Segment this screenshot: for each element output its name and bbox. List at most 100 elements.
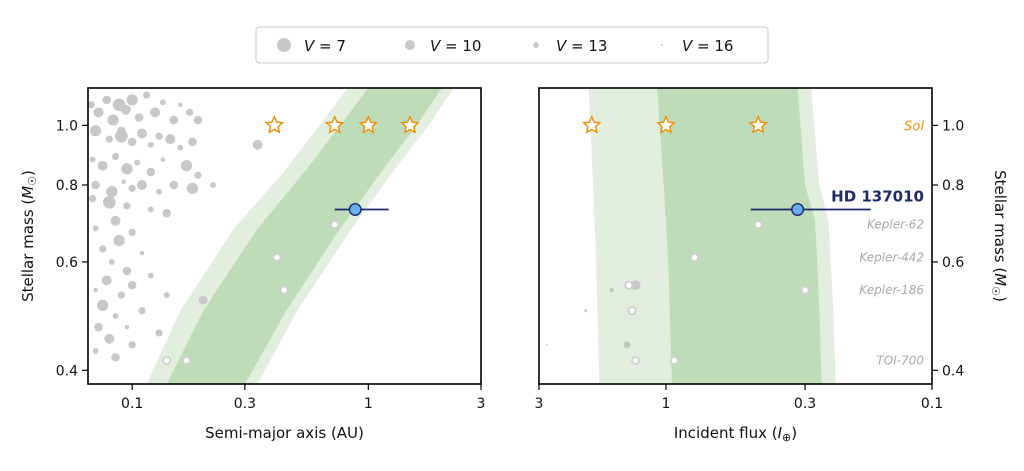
- field-star-point: [147, 141, 154, 148]
- y-tick-label: 1.0: [942, 118, 964, 134]
- field-star-point: [150, 107, 161, 118]
- x-tick-label: 1: [364, 396, 373, 412]
- field-star-point: [127, 137, 137, 147]
- x-tick-label: 0.1: [121, 396, 143, 412]
- legend-marker-v10: [405, 40, 415, 50]
- legend-label-v16: V = 16: [682, 37, 733, 55]
- field-star-point: [155, 329, 163, 337]
- field-stars-left: [88, 91, 263, 362]
- known-planet-point: [690, 252, 700, 262]
- legend: V = 7 V = 10 V = 13 V = 16: [255, 26, 769, 64]
- field-star-point: [94, 322, 103, 332]
- field-star-point: [194, 171, 202, 179]
- field-star-point: [169, 180, 179, 190]
- sol-label: Sol: [904, 119, 924, 134]
- field-star-point: [155, 132, 163, 140]
- system-label: Kepler-62: [867, 218, 924, 232]
- known-planet-point: [800, 285, 810, 295]
- field-star-point: [162, 208, 171, 218]
- y-ticks-right: 0.4 0.6 0.8 1.0: [932, 118, 964, 379]
- known-planet-point: [631, 355, 641, 365]
- field-star-point: [93, 107, 104, 118]
- field-star-point: [609, 287, 614, 293]
- field-star-point: [111, 352, 120, 362]
- legend-marker-v7: [277, 38, 291, 52]
- field-star-point: [92, 225, 99, 232]
- known-planet-point: [162, 355, 172, 365]
- field-star-point: [122, 266, 132, 276]
- y-tick-label: 1.0: [56, 118, 78, 134]
- field-star-point: [163, 292, 170, 298]
- field-star-point: [112, 313, 119, 319]
- target-label: HD 137010: [831, 187, 924, 205]
- x-tick-label: 1: [661, 396, 670, 412]
- x-axis-label-left: Semi-major axis (AU): [205, 424, 364, 442]
- known-planet-point: [624, 280, 634, 290]
- system-labels: Kepler-62 Kepler-442 Kepler-186 TOI-700 Sol H…: [831, 119, 924, 367]
- x-ticks-right: 3 1 0.3 0.1: [535, 384, 943, 412]
- field-star-point: [545, 343, 548, 346]
- field-star-point: [139, 250, 145, 256]
- y-tick-label: 0.8: [56, 178, 78, 194]
- field-star-point: [186, 182, 199, 195]
- field-star-point: [102, 195, 116, 209]
- field-star-point: [127, 280, 137, 290]
- legend-label-v10: V = 10: [430, 37, 481, 55]
- field-star-point: [156, 188, 163, 195]
- known-planet-point: [182, 355, 192, 365]
- known-planet-point: [330, 220, 340, 230]
- field-star-point: [93, 287, 98, 293]
- field-star-point: [134, 113, 144, 122]
- field-star-point: [147, 272, 154, 279]
- system-label: TOI-700: [876, 353, 924, 367]
- field-star-point: [110, 215, 121, 226]
- y-tick-label: 0.4: [56, 363, 78, 379]
- system-label: Kepler-186: [859, 283, 924, 297]
- sol-star-marker: [358, 115, 379, 134]
- kepler-planets-left: [162, 220, 340, 365]
- field-star-point: [188, 137, 197, 147]
- x-tick-label: 0.1: [921, 396, 943, 412]
- field-star-point: [136, 180, 147, 190]
- x-tick-label: 3: [535, 396, 544, 412]
- y-axis-label-left: Stellar mass (M☉): [19, 170, 39, 302]
- field-star-point: [160, 99, 166, 106]
- field-star-point: [142, 91, 151, 99]
- field-star-point: [178, 102, 183, 108]
- field-star-point: [147, 206, 154, 213]
- field-star-point: [107, 114, 119, 126]
- target-right: [750, 202, 871, 216]
- legend-marker-v16: [661, 44, 663, 46]
- panel-right: Kepler-62 Kepler-442 Kepler-186 TOI-700 Sol H…: [535, 87, 1009, 444]
- field-star-point: [123, 202, 131, 210]
- sol-star-marker: [400, 115, 420, 134]
- x-tick-label: 0.3: [794, 396, 816, 412]
- field-star-point: [91, 180, 100, 190]
- field-star-point: [101, 275, 112, 286]
- field-stars-right: [545, 280, 641, 349]
- field-star-point: [113, 234, 125, 247]
- field-star-point: [89, 125, 102, 137]
- field-star-point: [111, 152, 120, 161]
- field-star-point: [128, 228, 136, 237]
- panel-left: 0.1 0.3 1 3 0.4 0.6 0.8 1.0 Semi-major axis (A…: [19, 87, 485, 442]
- known-planet-point: [753, 220, 763, 230]
- field-star-point: [134, 159, 141, 166]
- target-left: [334, 202, 389, 216]
- field-star-point: [88, 101, 95, 109]
- legend-marker-v13: [533, 42, 539, 48]
- x-axis-label-right: Incident flux (I⊕): [674, 424, 797, 444]
- field-star-point: [120, 104, 131, 115]
- axes-frame-right: [538, 87, 933, 385]
- field-star-point: [89, 195, 97, 203]
- field-star-point: [210, 182, 216, 188]
- field-star-point: [136, 128, 147, 139]
- sol-star-marker: [656, 115, 676, 134]
- sol-stars-left: [264, 115, 420, 134]
- field-star-point: [126, 94, 138, 106]
- y-axis-label-right: Stellar mass (M☉): [989, 170, 1009, 302]
- hz-conservative-right: [657, 88, 822, 384]
- field-star-point: [146, 167, 156, 177]
- known-planet-point: [627, 306, 637, 316]
